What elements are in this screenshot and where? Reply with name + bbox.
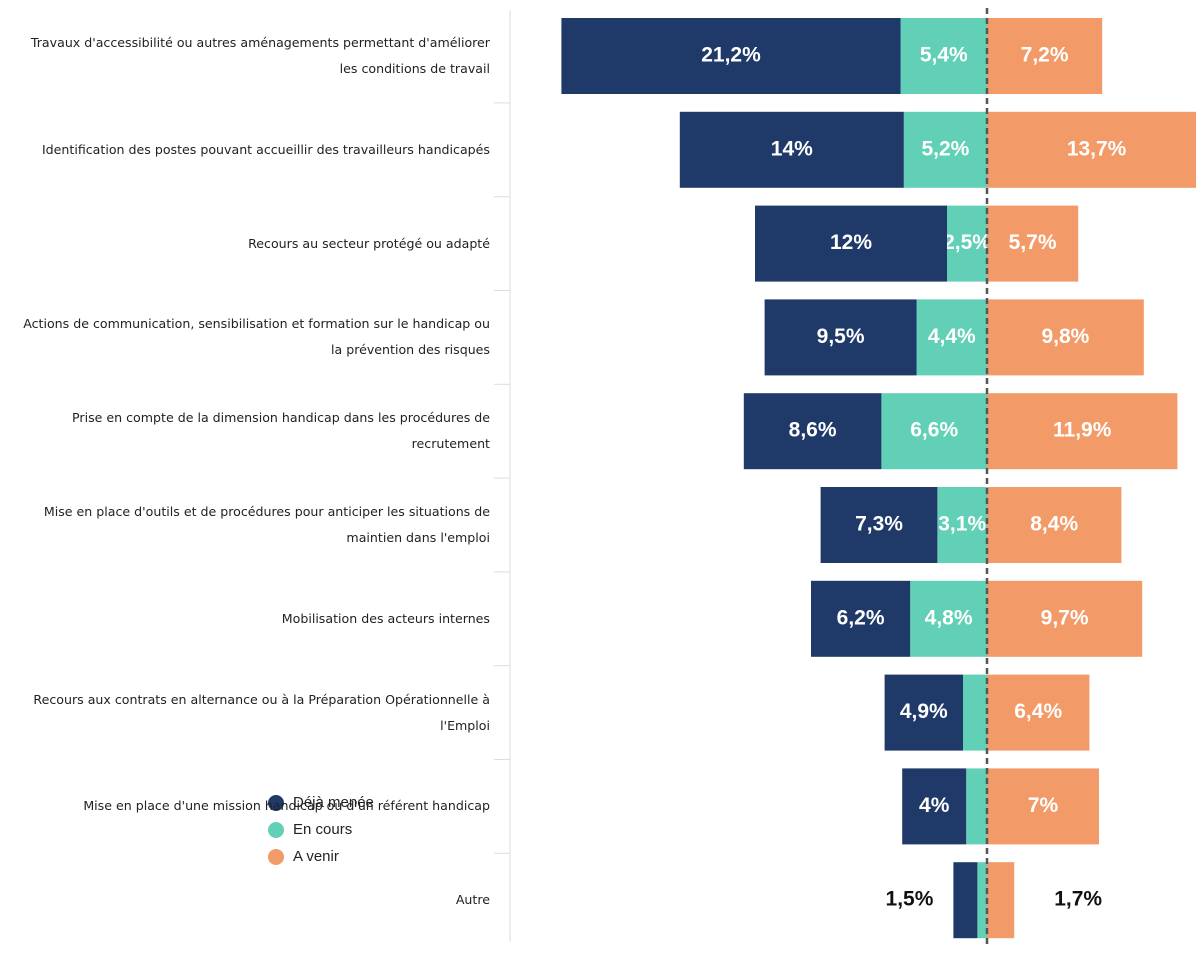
bar-segment <box>987 299 1144 376</box>
bar-segment <box>987 393 1178 470</box>
bar-segment <box>884 674 963 751</box>
category-label: Identification des postes pouvant accuei… <box>41 141 490 157</box>
value-label: 12% <box>830 231 872 254</box>
bar-segment <box>743 393 882 470</box>
bar-segment <box>987 580 1143 657</box>
bar-segment <box>902 768 967 845</box>
value-label: 6,4% <box>1014 700 1062 723</box>
bar-segment <box>987 862 1015 939</box>
bar-segment <box>966 768 987 845</box>
bar-segment <box>820 487 938 563</box>
value-label: 6,6% <box>910 419 958 442</box>
bar-segment <box>811 580 911 657</box>
value-label: 4,9% <box>900 700 948 723</box>
bar-segment <box>561 18 901 94</box>
bar-segment <box>937 487 987 563</box>
bar-segment <box>755 205 947 282</box>
bar-segment <box>764 299 917 376</box>
value-label: 7,2% <box>1021 44 1069 67</box>
bar-segment <box>900 18 987 94</box>
legend-label: En cours <box>293 821 352 838</box>
category-label: Mise en place d'outils et de procédures … <box>43 504 490 545</box>
category-label: Recours aux contrats en alternance ou à … <box>33 691 490 733</box>
value-label: 6,2% <box>837 606 885 629</box>
value-label: 1,7% <box>1054 888 1102 911</box>
bar-segment <box>987 205 1079 282</box>
value-label: 8,4% <box>1030 513 1078 536</box>
value-label: 9,8% <box>1041 325 1089 348</box>
bar-segment <box>903 111 987 188</box>
value-label: 11,9% <box>1053 419 1112 442</box>
bar-segment <box>987 768 1099 845</box>
value-label: 1,5% <box>886 888 934 911</box>
legend-marker <box>268 849 284 865</box>
value-label: 2,5% <box>943 231 991 254</box>
bar-segment <box>679 111 904 188</box>
bar-segment <box>987 111 1196 188</box>
legend-marker <box>268 795 284 811</box>
value-label: 21,2% <box>701 44 761 67</box>
value-label: 9,5% <box>817 325 865 348</box>
category-label: Travaux d'accessibilité ou autres aménag… <box>30 35 490 76</box>
value-label: 7% <box>1028 794 1059 817</box>
bar-segment <box>987 674 1090 751</box>
legend-marker <box>268 822 284 838</box>
bar-segment <box>916 299 987 376</box>
bar-segment <box>977 862 987 939</box>
bar-segment <box>881 393 987 470</box>
category-label: Autre <box>455 892 490 908</box>
bar-segment <box>987 487 1122 563</box>
bar-segment <box>947 205 987 282</box>
value-label: 4,8% <box>925 606 973 629</box>
bar-segment <box>987 18 1103 94</box>
value-label: 5,2% <box>921 137 969 160</box>
value-label: 13,7% <box>1067 137 1127 160</box>
legend-label: A venir <box>293 848 339 865</box>
value-label: 4,4% <box>928 325 976 348</box>
value-label: 3,1% <box>938 513 986 536</box>
category-label: Mobilisation des acteurs internes <box>281 610 490 626</box>
legend-label: Déjà menée <box>293 794 374 811</box>
bar-segment <box>963 674 987 751</box>
category-label: Recours au secteur protégé ou adapté <box>248 235 490 251</box>
value-label: 5,4% <box>920 44 968 67</box>
value-label: 14% <box>771 137 813 160</box>
category-label: Actions de communication, sensibilisatio… <box>23 316 490 358</box>
category-label: Prise en compte de la dimension handicap… <box>72 410 490 452</box>
value-label: 7,3% <box>855 513 903 536</box>
bar-segment <box>910 580 987 657</box>
value-label: 5,7% <box>1009 231 1057 254</box>
value-label: 9,7% <box>1041 606 1089 629</box>
category-label: Mise en place d'une mission handicap ou … <box>83 798 490 814</box>
value-label: 4% <box>919 794 950 817</box>
bar-segment <box>953 862 978 939</box>
value-label: 8,6% <box>789 419 837 442</box>
